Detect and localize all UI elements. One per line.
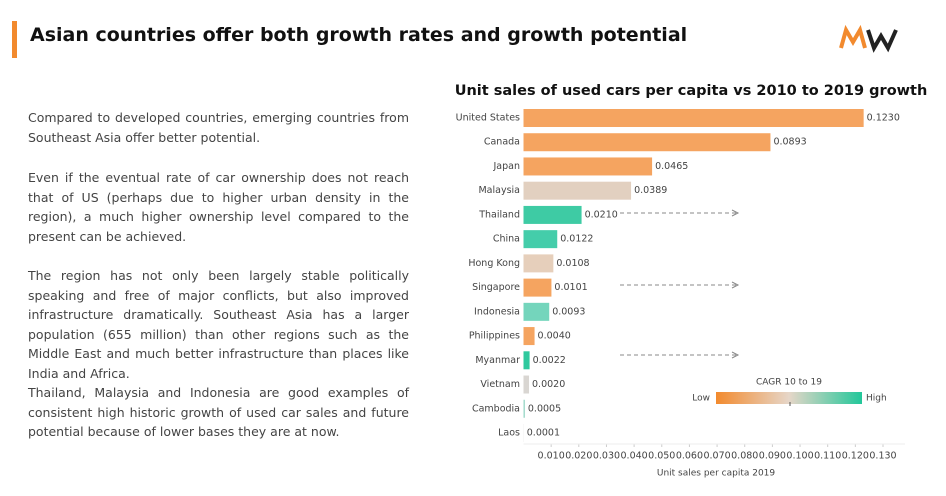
bar [523, 327, 535, 346]
data-label: 0.0001 [527, 427, 560, 438]
bar [523, 375, 530, 394]
y-tick-label: Hong Kong [468, 258, 520, 269]
accent-bar [12, 21, 17, 58]
data-label: 0.0005 [528, 403, 561, 414]
data-label: 0.0389 [634, 185, 667, 196]
y-tick-label: Japan [493, 161, 521, 172]
x-tick-label: 0.080 [731, 451, 758, 462]
x-tick-label: 0.050 [648, 451, 675, 462]
bar [523, 157, 653, 176]
data-label: 0.0122 [560, 234, 593, 245]
x-tick-label: 0.060 [676, 451, 703, 462]
y-tick-label: Myanmar [475, 355, 520, 366]
legend-high: High [866, 394, 887, 404]
data-label: 0.0210 [585, 209, 618, 220]
x-tick-label: 0.090 [759, 451, 786, 462]
y-tick-label: United States [456, 113, 520, 124]
legend-title: CAGR 10 to 19 [756, 378, 822, 388]
x-tick-label: 0.070 [703, 451, 730, 462]
bar [523, 302, 550, 321]
bar [523, 351, 530, 370]
y-tick-label: China [493, 234, 520, 245]
chart-title: Unit sales of used cars per capita vs 20… [455, 83, 928, 99]
data-label: 0.0020 [532, 379, 565, 390]
bar [523, 205, 582, 224]
bar [523, 399, 525, 418]
y-tick-label: Canada [484, 137, 520, 148]
y-tick-label: Laos [498, 427, 520, 438]
legend-low: Low [692, 394, 710, 404]
data-label: 0.0093 [552, 306, 585, 317]
data-label: 0.0893 [773, 137, 806, 148]
y-tick-label: Cambodia [472, 403, 520, 414]
paragraph: Compared to developed countries, emergin… [28, 110, 409, 145]
slide-title: Asian countries offer both growth rates … [30, 24, 688, 46]
y-tick-label: Philippines [469, 331, 520, 342]
paragraph: The region has not only been largely sta… [28, 268, 409, 381]
paragraph: Thailand, Malaysia and Indonesia are goo… [28, 385, 409, 439]
arrows [620, 209, 740, 359]
data-label: 0.0108 [556, 258, 589, 269]
y-tick-label: Singapore [472, 282, 520, 293]
x-tick-label: 0.040 [621, 451, 648, 462]
x-axis-label: Unit sales per capita 2019 [657, 469, 776, 479]
bar [523, 254, 554, 273]
paragraph: Even if the eventual rate of car ownersh… [28, 170, 409, 244]
x-tick-label: 0.010 [538, 451, 565, 462]
data-label: 0.1230 [867, 113, 900, 124]
y-tick-label: Thailand [478, 209, 520, 220]
bar [523, 133, 771, 152]
x-tick-label: 0.110 [814, 451, 841, 462]
logo [839, 24, 898, 53]
y-tick-label: Malaysia [478, 185, 520, 196]
colorbar [716, 392, 862, 404]
bar [523, 230, 558, 249]
bar [523, 181, 632, 200]
x-tick-label: 0.100 [786, 451, 813, 462]
y-tick-label: Vietnam [480, 379, 520, 390]
x-tick-label: 0.020 [565, 451, 592, 462]
bar [523, 278, 552, 297]
y-tick-label: Indonesia [474, 306, 520, 317]
x-tick-label: 0.130 [869, 451, 896, 462]
x-tick-label: 0.120 [842, 451, 869, 462]
bar [523, 109, 864, 127]
data-label: 0.0040 [538, 331, 571, 342]
data-label: 0.0022 [533, 355, 566, 366]
x-tick-label: 0.030 [593, 451, 620, 462]
data-label: 0.0101 [554, 282, 587, 293]
data-label: 0.0465 [655, 161, 688, 172]
